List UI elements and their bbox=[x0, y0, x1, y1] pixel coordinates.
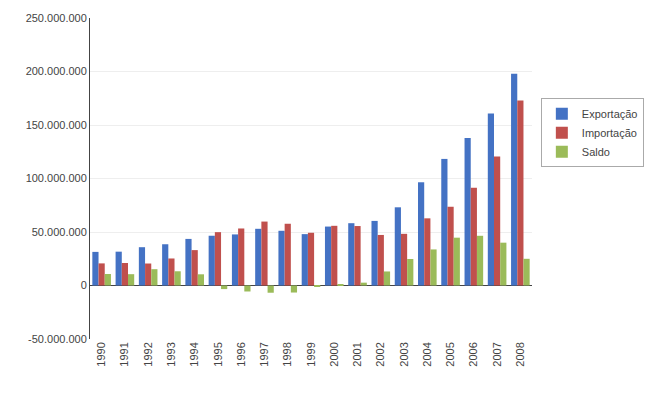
svg-text:1997: 1997 bbox=[258, 342, 270, 366]
svg-text:250.000.000: 250.000.000 bbox=[26, 12, 87, 24]
svg-text:2005: 2005 bbox=[444, 342, 456, 366]
svg-text:2003: 2003 bbox=[398, 342, 410, 366]
svg-text:2000: 2000 bbox=[328, 342, 340, 366]
svg-text:1994: 1994 bbox=[188, 342, 200, 366]
svg-text:150.000.000: 150.000.000 bbox=[26, 119, 87, 131]
svg-text:2001: 2001 bbox=[351, 342, 363, 366]
svg-text:1999: 1999 bbox=[305, 342, 317, 366]
svg-text:200.000.000: 200.000.000 bbox=[26, 65, 87, 77]
svg-text:1993: 1993 bbox=[165, 342, 177, 366]
svg-text:2006: 2006 bbox=[467, 342, 479, 366]
svg-text:2008: 2008 bbox=[514, 342, 526, 366]
svg-text:2004: 2004 bbox=[421, 342, 433, 366]
svg-text:1992: 1992 bbox=[142, 342, 154, 366]
svg-text:1991: 1991 bbox=[118, 342, 130, 366]
svg-text:Saldo: Saldo bbox=[582, 146, 610, 158]
svg-text:100.000.000: 100.000.000 bbox=[26, 172, 87, 184]
svg-text:-50.000.000: -50.000.000 bbox=[28, 333, 87, 345]
svg-text:1990: 1990 bbox=[95, 342, 107, 366]
svg-text:50.000.000: 50.000.000 bbox=[32, 226, 87, 238]
svg-text:Importação: Importação bbox=[582, 127, 637, 139]
svg-text:0: 0 bbox=[81, 279, 87, 291]
svg-text:1996: 1996 bbox=[235, 342, 247, 366]
svg-text:2007: 2007 bbox=[491, 342, 503, 366]
svg-text:1995: 1995 bbox=[212, 342, 224, 366]
svg-text:1998: 1998 bbox=[281, 342, 293, 366]
svg-text:Exportação: Exportação bbox=[582, 108, 638, 120]
svg-text:2002: 2002 bbox=[374, 342, 386, 366]
